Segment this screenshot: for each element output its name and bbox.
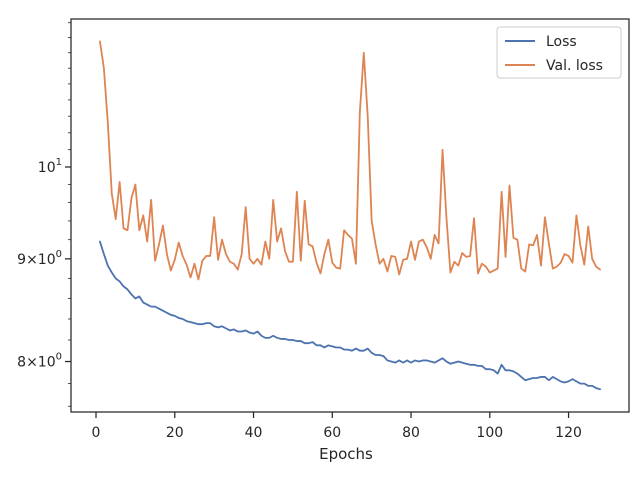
y-axis: 8×100 9×100 101 [17,22,71,407]
series-layer [99,40,601,391]
x-tick-label: 0 [92,425,101,441]
x-tick-label: 80 [402,425,420,441]
legend: Loss Val. loss [496,26,622,79]
plot-frame [70,18,630,413]
series-line-val-loss [99,40,601,281]
x-axis-label: Epochs [319,445,373,463]
legend-label-loss: Loss [546,34,577,50]
x-axis: 0 20 40 60 80 100 120 [92,412,582,441]
x-tick-label: 100 [476,425,503,441]
x-tick-label: 20 [166,425,184,441]
y-tick-label: 9×100 [17,249,62,268]
series-line-loss [99,240,601,391]
x-tick-label: 120 [555,425,582,441]
y-tick-label: 101 [38,157,62,176]
x-tick-label: 40 [245,425,263,441]
x-tick-label: 60 [323,425,341,441]
y-tick-label: 8×100 [17,352,62,371]
legend-label-val-loss: Val. loss [546,58,603,74]
